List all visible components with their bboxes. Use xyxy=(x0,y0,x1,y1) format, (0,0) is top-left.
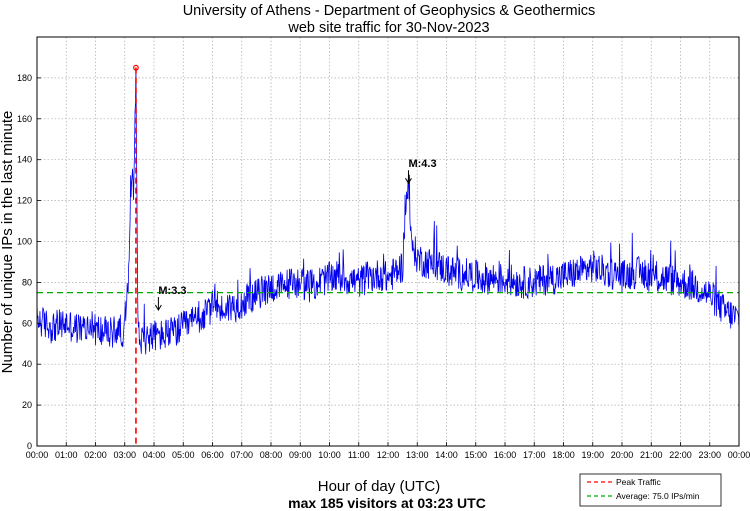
y-tick-label: 0 xyxy=(27,441,32,451)
annotation-arrowhead xyxy=(405,177,412,185)
y-tick-label: 80 xyxy=(22,277,32,287)
x-tick-label: 00:00 xyxy=(26,450,49,460)
peak-marker xyxy=(133,64,139,71)
x-tick-label: 23:00 xyxy=(698,450,721,460)
y-tick-label: 120 xyxy=(17,196,32,206)
x-tick-label: 02:00 xyxy=(84,450,107,460)
x-tick-label: 20:00 xyxy=(611,450,634,460)
y-axis-label: Number of unique IPs in the last minute xyxy=(0,111,16,374)
annotation-arrowhead xyxy=(154,304,162,312)
x-tick-label: 13:00 xyxy=(406,450,429,460)
annotation-label: M:4.3 xyxy=(408,158,436,170)
x-tick-label: 15:00 xyxy=(464,450,487,460)
annotation-label: M:3.3 xyxy=(158,285,186,297)
y-tick-label: 180 xyxy=(17,73,32,83)
peak-caption: max 185 visitors at 03:23 UTC xyxy=(288,495,486,511)
annotations: M:3.3 M:4.3 xyxy=(154,158,437,312)
legend-peak-label: Peak Traffic xyxy=(616,477,661,487)
chart-title: University of Athens - Department of Geo… xyxy=(183,3,596,19)
y-tick-label: 60 xyxy=(22,318,32,328)
y-tick-label: 160 xyxy=(17,114,32,124)
y-tick-label: 20 xyxy=(22,400,32,410)
y-tick-label: 100 xyxy=(17,237,32,247)
x-tick-label: 10:00 xyxy=(318,450,341,460)
x-tick-label: 03:00 xyxy=(113,450,136,460)
x-tick-label: 07:00 xyxy=(230,450,253,460)
x-axis-label: Hour of day (UTC) xyxy=(318,478,441,495)
x-tick-label: 04:00 xyxy=(143,450,166,460)
x-tick-label: 19:00 xyxy=(581,450,604,460)
x-tick-label: 09:00 xyxy=(289,450,312,460)
x-tick-label: 16:00 xyxy=(494,450,517,460)
y-tick-label: 140 xyxy=(17,155,32,165)
x-tick-label: 12:00 xyxy=(377,450,400,460)
x-tick-label: 17:00 xyxy=(523,450,546,460)
x-tick-label: 05:00 xyxy=(172,450,195,460)
x-axis: 00:00 01:00 02:00 03:00 04:00 05:00 06:00 07:00… xyxy=(26,442,750,460)
legend-box xyxy=(579,473,722,507)
reference-lines xyxy=(37,64,739,446)
legend-average-label: Average: 75.0 IPs/min xyxy=(616,491,700,501)
x-tick-label: 06:00 xyxy=(201,450,224,460)
chart-subtitle: web site traffic for 30-Nov-2023 xyxy=(287,20,489,36)
x-tick-label: 00:00 xyxy=(728,450,750,460)
y-axis: 0 20 40 60 80 100 120 140 160 180 xyxy=(17,73,41,451)
grid xyxy=(37,37,739,446)
y-tick-label: 40 xyxy=(22,359,32,369)
x-tick-label: 18:00 xyxy=(552,450,575,460)
x-tick-label: 21:00 xyxy=(640,450,663,460)
x-tick-label: 01:00 xyxy=(55,450,78,460)
x-tick-label: 08:00 xyxy=(260,450,283,460)
legend: Peak Traffic Average: 75.0 IPs/min xyxy=(579,473,722,507)
x-tick-label: 14:00 xyxy=(435,450,458,460)
x-tick-label: 11:00 xyxy=(348,450,370,460)
x-tick-label: 22:00 xyxy=(669,450,692,460)
